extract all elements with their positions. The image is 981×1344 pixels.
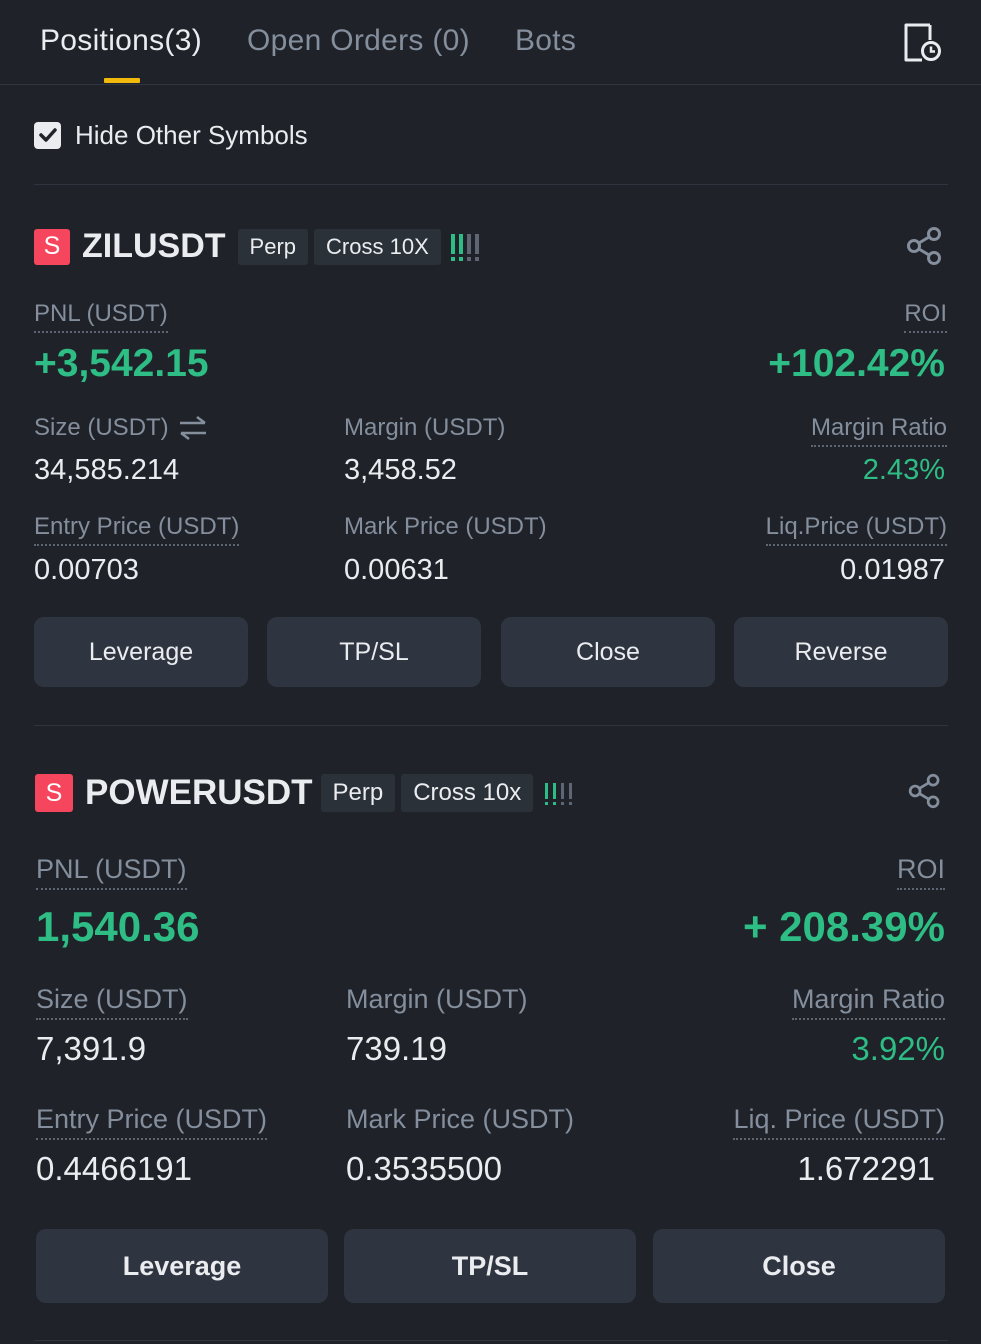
margin-mode-tag[interactable]: Cross 10X [314, 228, 441, 265]
entry-price-label[interactable]: Entry Price (USDT) [36, 1104, 268, 1140]
tpsl-button[interactable]: TP/SL [267, 617, 481, 687]
entry-price-label[interactable]: Entry Price (USDT) [34, 513, 240, 546]
contract-type-tag: Perp [237, 228, 309, 265]
symbol-name[interactable]: POWERUSDT [85, 773, 313, 812]
short-side-badge: S [35, 774, 73, 812]
history-icon[interactable] [900, 20, 944, 64]
size-value: 7,391.9 [36, 1030, 147, 1067]
liq-price-value: 0.01987 [840, 554, 945, 586]
divider [34, 725, 948, 726]
symbol-name[interactable]: ZILUSDT [82, 227, 226, 265]
margin-ratio-value: 3.92% [851, 1030, 945, 1067]
entry-price-value: 0.4466191 [36, 1150, 192, 1187]
liq-price-label[interactable]: Liq. Price (USDT) [733, 1104, 945, 1140]
symbol-header: S ZILUSDT Perp Cross 10X [34, 227, 483, 266]
roi-value: +102.42% [768, 342, 945, 385]
leverage-bars-icon [450, 233, 479, 261]
margin-ratio-label[interactable]: Margin Ratio [791, 984, 945, 1020]
close-button[interactable]: Close [501, 617, 715, 687]
margin-ratio-value: 2.43% [862, 454, 945, 486]
entry-price-value: 0.00703 [34, 554, 139, 586]
symbol-header: S POWERUSDT Perp Cross 10x [35, 773, 577, 813]
liq-price-label[interactable]: Liq.Price (USDT) [765, 513, 947, 546]
margin-ratio-label[interactable]: Margin Ratio [810, 414, 947, 447]
short-side-badge: S [34, 228, 70, 265]
position-tabs: Positions(3) Open Orders (0) Bots [0, 0, 981, 85]
roi-label[interactable]: ROI [904, 300, 947, 333]
tab-open-orders[interactable]: Open Orders (0) [247, 24, 470, 57]
size-value: 34,585.214 [34, 454, 180, 486]
size-label: Size (USDT) [34, 414, 169, 441]
pnl-label[interactable]: PNL (USDT) [36, 854, 187, 890]
divider [34, 1340, 948, 1341]
leverage-bars-icon [545, 783, 573, 805]
margin-mode-tag[interactable]: Cross 10x [401, 774, 534, 812]
margin-value: 739.19 [346, 1030, 447, 1067]
tab-bots[interactable]: Bots [515, 24, 577, 57]
contract-type-tag: Perp [320, 774, 396, 812]
tpsl-button[interactable]: TP/SL [344, 1229, 636, 1303]
share-icon[interactable] [907, 773, 943, 809]
pnl-value: 1,540.36 [36, 903, 200, 950]
roi-label[interactable]: ROI [896, 854, 945, 890]
mark-price-label: Mark Price (USDT) [344, 513, 547, 540]
swap-icon[interactable] [177, 414, 209, 442]
tab-positions[interactable]: Positions(3) [40, 24, 202, 57]
margin-label: Margin (USDT) [344, 414, 506, 441]
mark-price-value: 0.00631 [344, 554, 449, 586]
divider [34, 184, 948, 185]
share-icon[interactable] [905, 226, 945, 266]
close-button[interactable]: Close [653, 1229, 945, 1303]
roi-value: + 208.39% [742, 903, 945, 950]
hide-other-symbols-toggle[interactable]: Hide Other Symbols [34, 118, 308, 152]
active-tab-indicator [104, 78, 140, 83]
mark-price-value: 0.3535500 [346, 1150, 502, 1187]
liq-price-value: 1.672291 [797, 1150, 935, 1187]
size-label-group[interactable]: Size (USDT) [34, 414, 209, 442]
pnl-value: +3,542.15 [34, 342, 209, 385]
mark-price-label: Mark Price (USDT) [346, 1104, 574, 1134]
leverage-button[interactable]: Leverage [36, 1229, 328, 1303]
pnl-label[interactable]: PNL (USDT) [34, 300, 168, 333]
leverage-button[interactable]: Leverage [34, 617, 248, 687]
checkbox-checked-icon[interactable] [34, 121, 61, 149]
size-label[interactable]: Size (USDT) [36, 984, 188, 1020]
margin-value: 3,458.52 [344, 454, 457, 486]
margin-label: Margin (USDT) [346, 984, 528, 1014]
hide-other-symbols-label: Hide Other Symbols [75, 119, 308, 150]
reverse-button[interactable]: Reverse [734, 617, 948, 687]
